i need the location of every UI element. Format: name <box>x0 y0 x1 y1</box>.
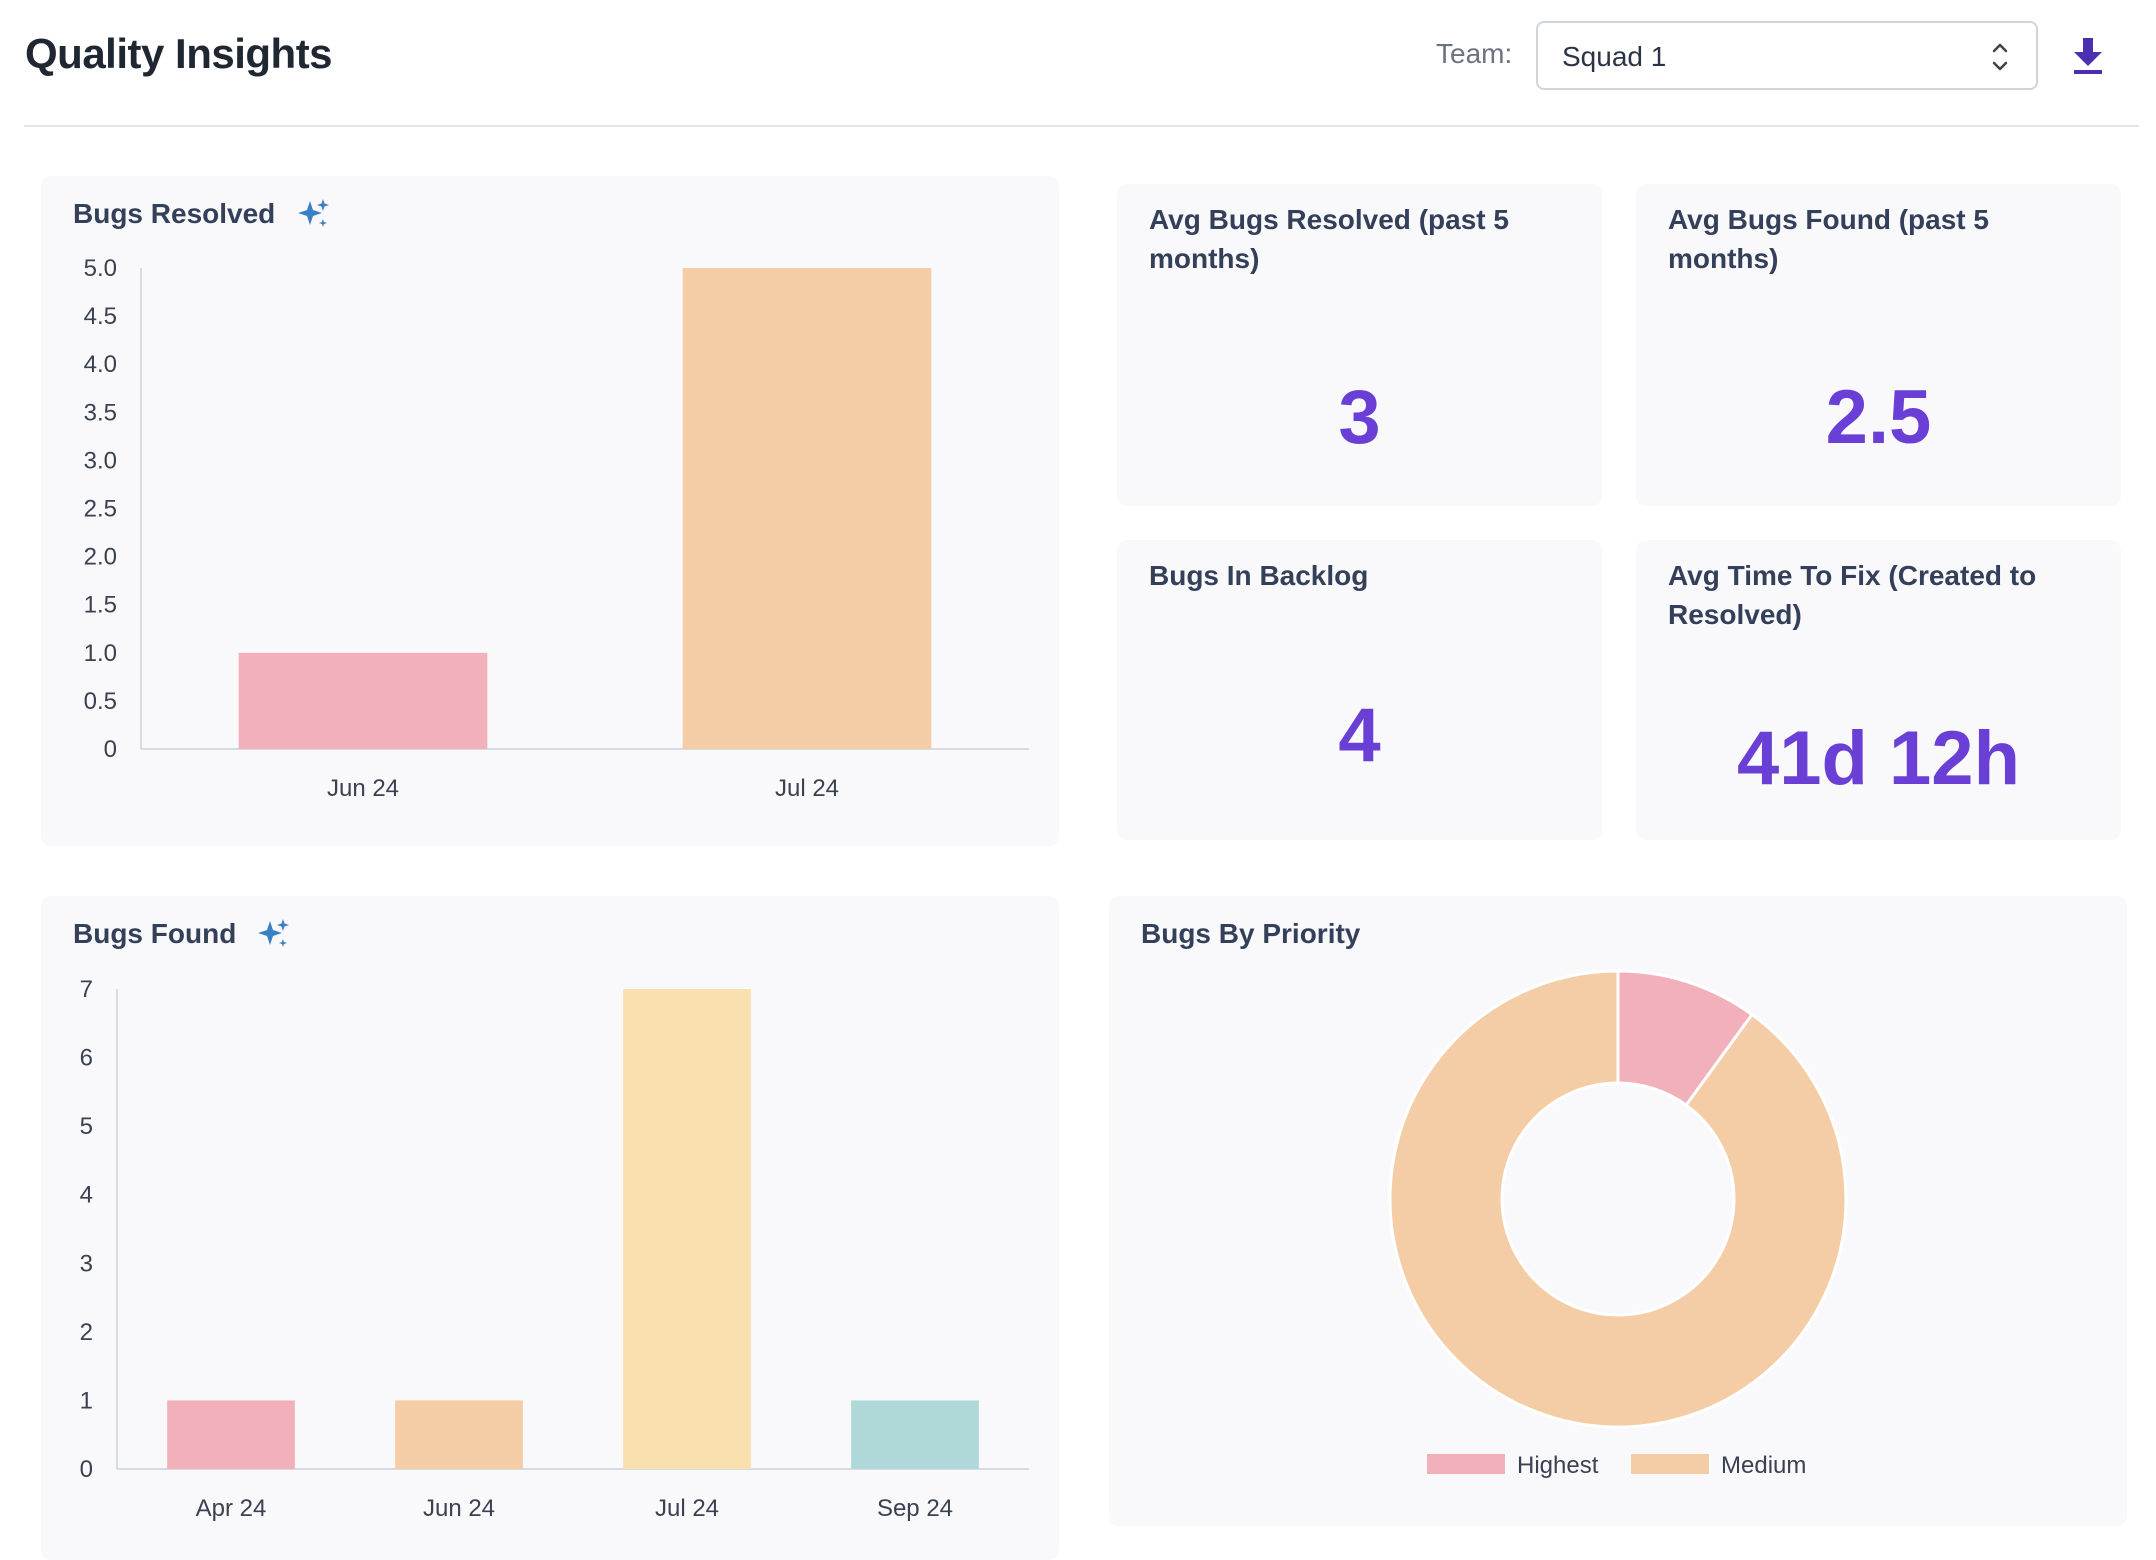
legend-label: Medium <box>1721 1452 1806 1479</box>
bar <box>395 1400 523 1469</box>
y-tick-label: 6 <box>80 1045 93 1072</box>
y-tick-label: 7 <box>80 976 93 1003</box>
legend-swatch <box>1631 1454 1709 1474</box>
avg-time-to-fix-value: 41d 12h <box>1736 716 2021 801</box>
avg-time-to-fix-card: Avg Time To Fix (Created to Resolved) 41… <box>1636 540 2121 840</box>
x-tick-label: Jun 24 <box>327 775 399 802</box>
header-divider <box>24 125 2139 127</box>
bugs-found-chart: 0 1 2 3 4 5 6 7 Apr 24 Jun 24 Jul 24 Sep 24 <box>80 976 1029 1522</box>
download-icon[interactable] <box>2071 36 2105 76</box>
bar <box>682 268 932 749</box>
avg-bugs-found-card: Avg Bugs Found (past 5 months) 2.5 <box>1636 184 2121 506</box>
bugs-resolved-chart: 0 0.5 1.0 1.5 2.0 2.5 3.0 3.5 4.0 4.5 5.0 Jun 24 Jul… <box>84 255 1029 802</box>
bugs-found-title: Bugs Found <box>73 918 237 949</box>
bugs-in-backlog-label: Bugs In Backlog <box>1149 560 1369 591</box>
legend-swatch <box>1427 1454 1505 1474</box>
x-tick-label: Apr 24 <box>196 1495 267 1522</box>
y-tick-label: 4.5 <box>84 303 117 330</box>
ai-sparkle-icon[interactable] <box>297 197 331 231</box>
y-tick-label: 4 <box>80 1182 93 1209</box>
bugs-in-backlog-value: 4 <box>1338 693 1381 778</box>
y-tick-label: 1.0 <box>84 640 117 667</box>
avg-bugs-resolved-value: 3 <box>1338 375 1381 460</box>
bar <box>851 1400 979 1469</box>
x-tick-label: Sep 24 <box>877 1495 953 1522</box>
bugs-in-backlog-card: Bugs In Backlog 4 <box>1117 540 1602 840</box>
y-tick-label: 1.5 <box>84 592 117 619</box>
x-tick-label: Jul 24 <box>775 775 839 802</box>
y-tick-label: 5.0 <box>84 255 117 282</box>
y-tick-label: 3.0 <box>84 447 117 474</box>
pie-slice <box>1388 969 1848 1429</box>
y-tick-label: 2 <box>80 1319 93 1346</box>
legend-label: Highest <box>1517 1452 1599 1479</box>
avg-bugs-resolved-card: Avg Bugs Resolved (past 5 months) 3 <box>1117 184 1602 506</box>
y-tick-label: 3 <box>80 1250 93 1277</box>
avg-time-to-fix-label: Avg Time To Fix (Created to Resolved) <box>1668 560 2037 630</box>
x-tick-label: Jul 24 <box>655 1495 719 1522</box>
bugs-resolved-card: Bugs Resolved 0 0.5 1.0 1.5 2.0 2.5 3.0 3.5 4.0 4… <box>41 176 1059 846</box>
bugs-resolved-title: Bugs Resolved <box>73 198 276 229</box>
y-tick-label: 0.5 <box>84 688 117 715</box>
team-select-value: Squad 1 <box>1562 41 1667 72</box>
y-tick-label: 2.0 <box>84 544 117 571</box>
bugs-by-priority-chart: Highest Medium <box>1388 969 1848 1479</box>
bugs-by-priority-title: Bugs By Priority <box>1141 918 1361 949</box>
bar <box>623 989 751 1469</box>
y-tick-label: 3.5 <box>84 399 117 426</box>
y-tick-label: 5 <box>80 1113 93 1140</box>
y-tick-label: 2.5 <box>84 496 117 523</box>
ai-sparkle-icon[interactable] <box>257 917 291 951</box>
y-tick-label: 0 <box>80 1456 93 1483</box>
y-tick-label: 1 <box>80 1387 93 1414</box>
bugs-by-priority-card: Bugs By Priority Highest Medium <box>1109 896 2127 1526</box>
avg-bugs-resolved-label: Avg Bugs Resolved (past 5 months) <box>1149 204 1509 274</box>
y-tick-label: 4.0 <box>84 351 117 378</box>
x-tick-label: Jun 24 <box>423 1495 495 1522</box>
page-title: Quality Insights <box>25 30 333 77</box>
team-select[interactable]: Squad 1 <box>1536 21 2038 90</box>
bar <box>238 652 488 749</box>
avg-bugs-found-label: Avg Bugs Found (past 5 months) <box>1668 204 1989 274</box>
team-label: Team: <box>1436 38 1513 69</box>
y-tick-label: 0 <box>104 736 117 763</box>
avg-bugs-found-value: 2.5 <box>1825 375 1932 460</box>
chevron-up-down-icon <box>1992 43 2008 71</box>
bar <box>167 1400 295 1469</box>
bugs-found-card: Bugs Found 0 1 2 3 4 5 6 7 Apr 24 Jun 24 Jul 24 Sep… <box>41 896 1059 1560</box>
page-header: Quality Insights Team: Squad 1 <box>0 0 2156 127</box>
